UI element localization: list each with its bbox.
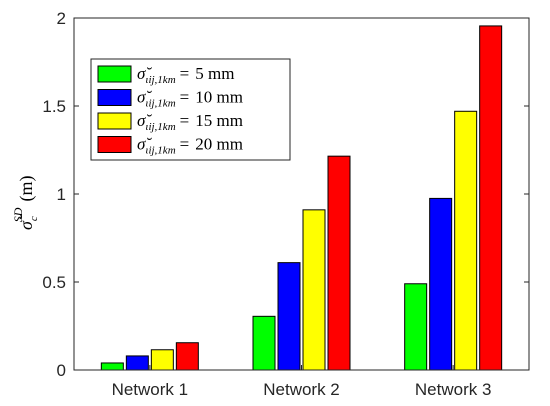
bar-1-1: [100, 362, 124, 371]
bar-1-2: [125, 355, 149, 371]
bars-group: [100, 25, 503, 371]
legend-label-2: σ̆ιij,1km = 10 mm: [137, 88, 243, 110]
bar-1-3: [150, 349, 174, 371]
legend-swatch-2: [97, 89, 132, 106]
legend-swatch-4: [97, 136, 132, 153]
y-tick-label: 0.5: [42, 273, 66, 292]
x-tick-label: Network 3: [415, 380, 492, 399]
bar-1-4: [175, 342, 199, 371]
legend-swatch-1: [97, 65, 132, 83]
legend: σ̆ιij,1km = 5 mmσ̆ιij,1km = 10 mmσ̆ιij,1km = 1…: [90, 58, 291, 161]
x-tick-label: Network 2: [263, 380, 340, 399]
bar-3-3: [454, 110, 478, 371]
bar-2-4: [327, 155, 351, 371]
bar-2-2: [277, 262, 301, 371]
y-axis-label: σ̆cSD(m): [11, 176, 40, 230]
legend-label-3: σ̆ιij,1km = 15 mm: [137, 111, 243, 133]
ylabel-subscript: c: [28, 216, 40, 221]
y-tick-label: 1.5: [42, 97, 66, 116]
bar-3-1: [404, 283, 428, 371]
y-axis-ticks: 0 0.5 1 1.5 2: [42, 9, 529, 380]
x-tick-label: Network 1: [112, 380, 189, 399]
bar-3-2: [429, 197, 453, 371]
legend-swatch-3: [97, 112, 132, 130]
y-tick-label: 0: [57, 361, 66, 380]
bar-2-1: [252, 315, 276, 371]
bar-3-4: [479, 25, 503, 371]
ylabel-superscript: SD: [11, 207, 25, 222]
bar-2-3: [302, 209, 326, 371]
x-axis-ticks: Network 1 Network 2 Network 3: [112, 365, 492, 399]
y-tick-label: 1: [57, 185, 66, 204]
ylabel-unit: (m): [16, 176, 37, 202]
y-tick-label: 2: [57, 9, 66, 28]
svg-text:σ̆cSD(m): σ̆cSD(m): [11, 176, 40, 230]
